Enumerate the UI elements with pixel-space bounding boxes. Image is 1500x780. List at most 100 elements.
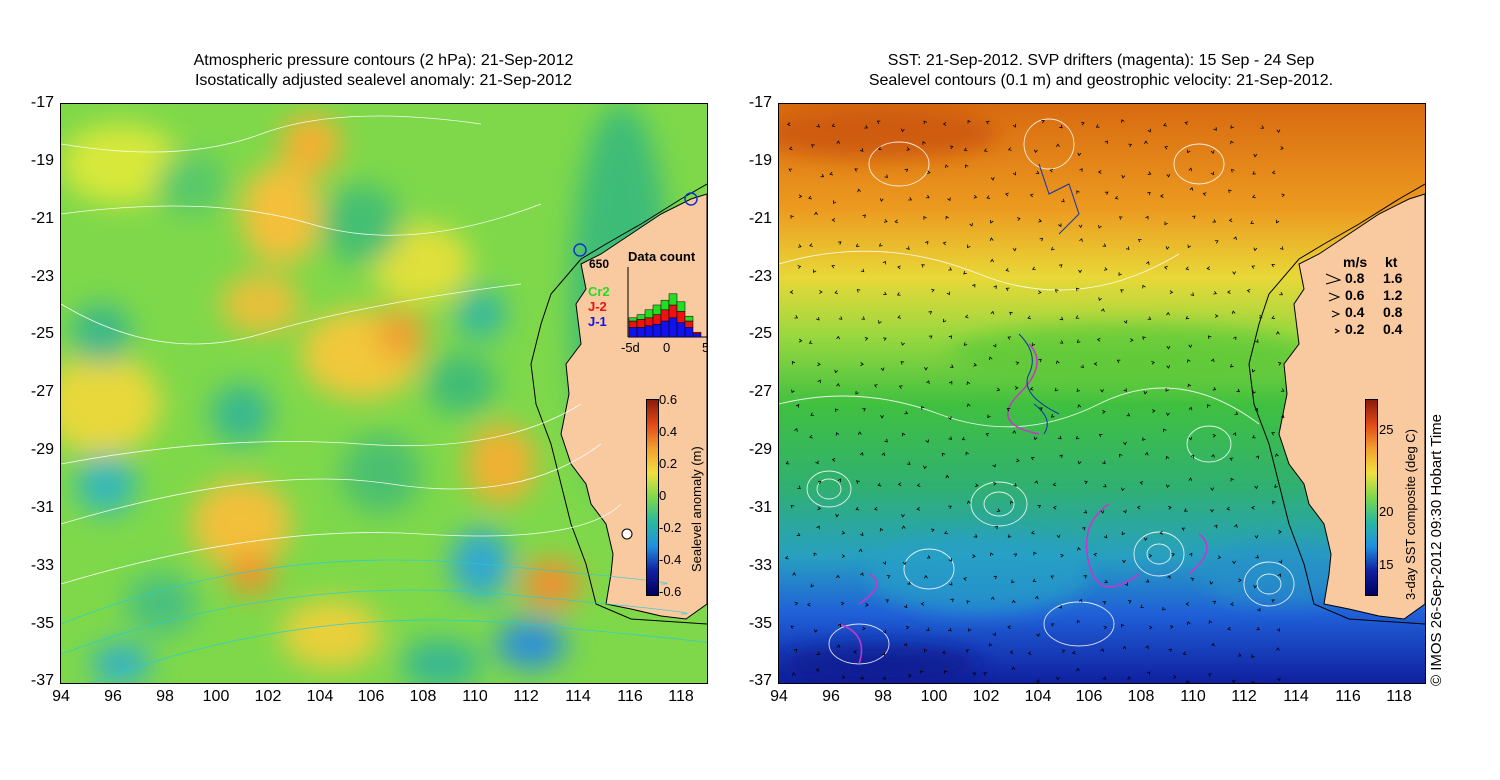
velocity-arrow xyxy=(1208,620,1213,624)
velocity-arrow xyxy=(926,170,931,175)
data-count-title: Data count xyxy=(628,249,696,264)
velocity-arrow xyxy=(1006,407,1011,412)
velocity-arrow xyxy=(797,485,801,489)
velocity-arrow xyxy=(1080,364,1084,369)
sst-map xyxy=(779,104,1425,683)
velocity-arrow xyxy=(1052,482,1057,487)
velocity-arrow xyxy=(1005,268,1010,272)
velocity-arrow xyxy=(920,601,925,606)
velocity-arrow xyxy=(1252,194,1256,199)
velocity-arrow xyxy=(856,289,861,293)
station-label: 650 xyxy=(589,257,610,271)
velocity-arrow xyxy=(1256,626,1260,631)
velocity-arrow xyxy=(1014,386,1019,390)
velocity-arrow xyxy=(1226,506,1231,511)
left-title-line1: Atmospheric pressure contours (2 hPa): 2… xyxy=(193,52,574,69)
velocity-arrow xyxy=(877,482,882,487)
velocity-arrow xyxy=(836,382,841,387)
velocity-arrow xyxy=(925,439,930,444)
velocity-arrow xyxy=(1185,602,1189,606)
velocity-arrow xyxy=(1278,530,1282,534)
right-ytick: -35 xyxy=(748,615,772,632)
right-ytick: -21 xyxy=(748,210,772,227)
velocity-arrow xyxy=(793,648,798,653)
velocity-arrow xyxy=(1102,676,1107,680)
right-xtick: 104 xyxy=(1024,688,1052,705)
velocity-arrow xyxy=(1227,290,1231,294)
velocity-arrow xyxy=(1188,406,1193,411)
velocity-arrow xyxy=(967,628,972,632)
velocity-arrow xyxy=(835,432,840,436)
velocity-arrow xyxy=(931,288,935,293)
velocity-arrow xyxy=(1093,361,1098,366)
right-ytick: -31 xyxy=(748,499,772,516)
velocity-arrow xyxy=(1078,224,1083,229)
velocity-arrow xyxy=(1049,168,1054,173)
velocity-arrow xyxy=(992,463,996,468)
velocity-arrow xyxy=(904,410,909,415)
histogram-bar xyxy=(644,309,654,319)
velocity-arrow xyxy=(990,596,995,601)
left-xtick: 114 xyxy=(565,688,591,705)
velocity-arrow xyxy=(1137,238,1142,243)
velocity-arrow xyxy=(906,147,910,151)
velocity-arrow xyxy=(944,530,948,535)
left-xtick: 96 xyxy=(104,688,122,705)
velocity-arrow xyxy=(836,644,841,648)
cb-tick-5: -0.4 xyxy=(659,552,682,567)
imos-credit: © IMOS 26-Sep-2012 09:30 Hobart Time xyxy=(1428,413,1445,686)
velocity-arrow xyxy=(1005,287,1010,292)
velocity-arrow xyxy=(1277,573,1282,578)
left-xtick: 116 xyxy=(617,688,643,705)
velocity-arrow xyxy=(1012,171,1017,176)
velocity-arrow xyxy=(1027,651,1032,655)
velocity-arrow xyxy=(1254,485,1259,490)
velocity-arrow xyxy=(1160,194,1164,198)
sealevel-anomaly-map xyxy=(61,104,707,683)
velocity-arrow xyxy=(897,482,902,487)
velocity-arrow xyxy=(1213,127,1217,131)
left-ytick: -19 xyxy=(30,152,54,169)
velocity-arrow xyxy=(1146,671,1151,676)
legend-j2: J-2 xyxy=(588,299,607,314)
velocity-arrow xyxy=(791,389,795,394)
velocity-arrow xyxy=(1075,435,1080,440)
velocity-arrow xyxy=(1147,128,1151,133)
velocity-arrow xyxy=(1083,575,1088,579)
velocity-arrow xyxy=(1012,430,1017,434)
velocity-arrow xyxy=(1279,246,1284,250)
velocity-arrow xyxy=(902,561,907,566)
velocity-arrow xyxy=(1051,246,1055,251)
histogram-bar xyxy=(628,320,638,328)
velocity-arrow xyxy=(841,675,846,679)
velocity-arrow xyxy=(841,530,846,535)
velocity-arrow xyxy=(1274,484,1278,488)
cb-tick-0: 0.6 xyxy=(659,392,678,407)
velocity-arrow xyxy=(1034,595,1039,600)
velocity-arrow xyxy=(1145,215,1149,220)
velocity-arrow xyxy=(1071,650,1076,655)
cb-tick-6: -0.6 xyxy=(659,584,682,599)
velocity-arrow xyxy=(1036,633,1040,637)
velocity-arrow xyxy=(855,243,860,247)
velocity-arrow xyxy=(1228,189,1232,194)
velocity-arrow xyxy=(898,385,903,389)
velocity-arrow xyxy=(1121,119,1125,123)
velocity-arrow xyxy=(885,599,889,603)
velocity-arrow xyxy=(788,168,793,172)
left-xtick: 100 xyxy=(202,688,230,705)
velocity-arrow xyxy=(1230,602,1234,606)
velocity-arrow xyxy=(1210,150,1215,154)
velocity-arrow xyxy=(1077,460,1082,465)
velocity-arrow xyxy=(882,629,887,634)
velocity-arrow xyxy=(1016,217,1021,221)
velocity-arrow xyxy=(1139,481,1144,485)
velocity-arrow xyxy=(1033,551,1037,556)
velocity-arrow xyxy=(965,451,969,456)
velocity-arrow xyxy=(836,335,840,340)
velocity-arrow xyxy=(1079,168,1083,172)
legend-cr2: Cr2 xyxy=(588,284,610,299)
velocity-arrow xyxy=(1275,219,1280,224)
velocity-arrow xyxy=(834,290,839,294)
left-ytick: -35 xyxy=(30,615,54,632)
